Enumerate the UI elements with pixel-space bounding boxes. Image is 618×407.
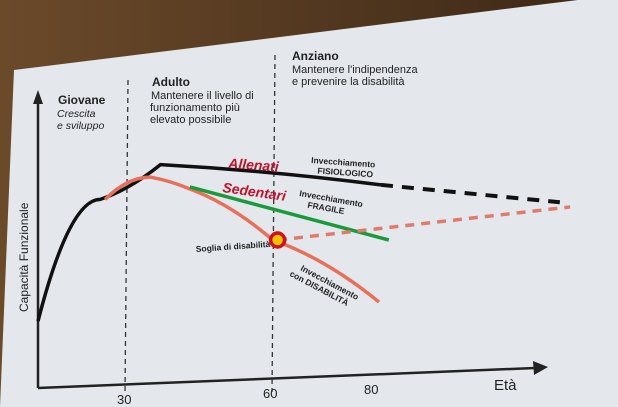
phase-title-anziano: Anziano bbox=[292, 49, 339, 63]
x-tick-80: 80 bbox=[364, 382, 378, 397]
phase-title-giovane: Giovane bbox=[58, 93, 106, 107]
phase-subtitle-giovane: Crescita e sviluppo bbox=[57, 108, 104, 132]
phase-subtitle-adulto: Mantenere il livello di funzionamento più… bbox=[150, 90, 254, 126]
series-line-4 bbox=[277, 205, 571, 242]
x-axis-arrow-icon bbox=[533, 361, 548, 375]
label-fisiologico: InvecchiamentoFISIOLOGICO bbox=[310, 155, 375, 179]
y-axis-label: Capacità Funzionale bbox=[17, 202, 31, 312]
phase-divider-60 bbox=[271, 54, 276, 393]
phase-subtitle-anziano: Mantenere l'indipendenza e prevenire la d… bbox=[292, 64, 419, 88]
y-axis-arrow-icon bbox=[33, 90, 43, 104]
series-line-3 bbox=[189, 185, 390, 242]
series-line-1 bbox=[380, 182, 561, 205]
series-line-2 bbox=[103, 175, 381, 304]
disability-threshold-point bbox=[268, 231, 287, 249]
phase-title-adulto: Adulto bbox=[152, 75, 190, 89]
phase-divider-30 bbox=[124, 79, 129, 393]
x-tick-30: 30 bbox=[117, 392, 131, 407]
x-axis-label: Età bbox=[494, 377, 517, 394]
x-tick-60: 60 bbox=[263, 386, 277, 401]
series-line-0 bbox=[36, 162, 382, 322]
x-axis bbox=[37, 366, 536, 390]
label-allenati: Allenati bbox=[227, 155, 281, 175]
